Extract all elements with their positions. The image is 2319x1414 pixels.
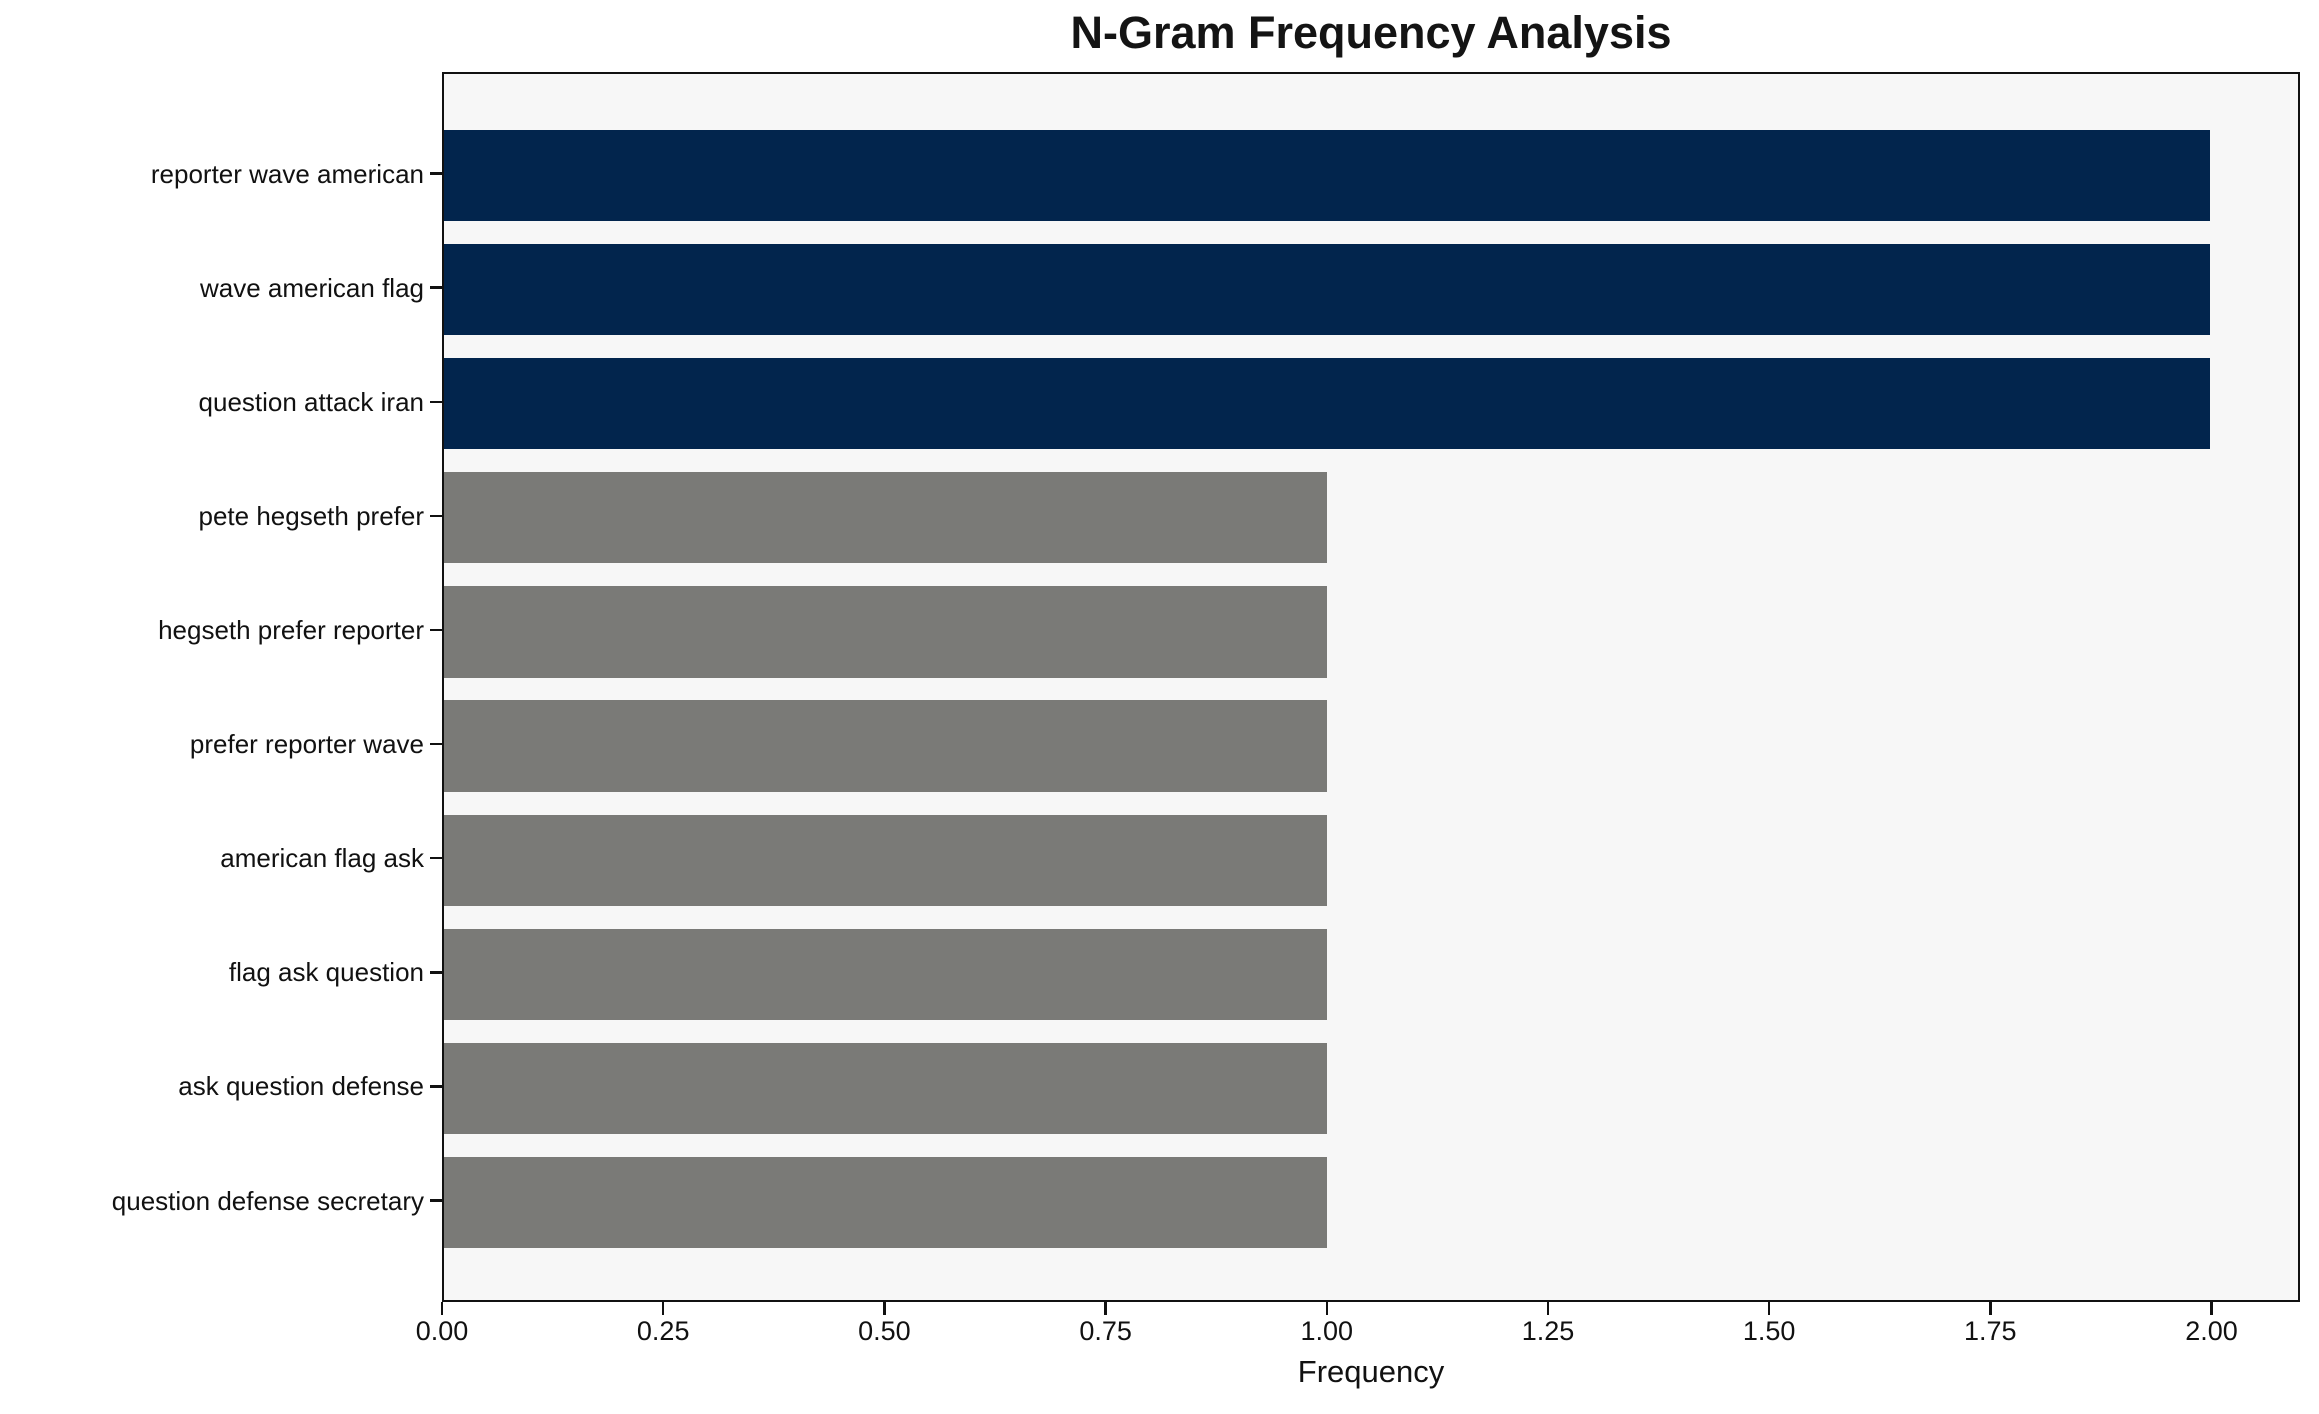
plot-area bbox=[442, 72, 2300, 1302]
y-axis-labels: reporter wave american wave american flag… bbox=[0, 72, 424, 1302]
y-tick-label: question defense secretary bbox=[111, 1185, 424, 1216]
y-tick-mark bbox=[430, 1085, 442, 1088]
x-axis-tick-labels: 0.00 0.25 0.50 0.75 1.00 1.25 1.50 1.75 2.00 bbox=[416, 1316, 2300, 1350]
x-tick-label: 1.75 bbox=[1964, 1316, 2017, 1346]
x-tick-label: 1.50 bbox=[1742, 1316, 1796, 1346]
chart-title: N-Gram Frequency Analysis bbox=[1070, 7, 1672, 58]
y-tick-label: flag ask question bbox=[228, 957, 424, 988]
y-tick-mark bbox=[430, 1199, 442, 1202]
x-tick-mark bbox=[883, 1302, 886, 1315]
y-tick-mark bbox=[430, 514, 442, 518]
x-tick-mark bbox=[1104, 1302, 1107, 1315]
bar-prefer-reporter-wave bbox=[444, 700, 1327, 792]
x-tick-label: 0.25 bbox=[636, 1316, 690, 1346]
y-tick-label: question attack iran bbox=[198, 386, 424, 417]
x-tick-mark bbox=[1989, 1302, 1992, 1315]
x-tick-label: 0.50 bbox=[858, 1316, 911, 1346]
x-tick-mark bbox=[1546, 1302, 1550, 1315]
y-axis-ticks bbox=[430, 72, 442, 1302]
y-tick-mark bbox=[430, 628, 442, 632]
x-axis-ticks bbox=[440, 1302, 2300, 1316]
bar-pete-hegseth-prefer bbox=[444, 472, 1327, 564]
y-tick-mark bbox=[430, 742, 442, 746]
bar-reporter-wave-american bbox=[444, 129, 2210, 222]
y-tick-mark bbox=[430, 400, 442, 403]
bar-ask-question-defense bbox=[444, 1042, 1327, 1134]
x-tick-label: 0.00 bbox=[415, 1316, 469, 1346]
y-tick-label: reporter wave american bbox=[150, 158, 424, 189]
y-tick-label: hegseth prefer reporter bbox=[158, 614, 424, 645]
x-tick-mark bbox=[661, 1302, 665, 1315]
x-axis-label: Frequency bbox=[1297, 1354, 1445, 1389]
y-tick-mark bbox=[430, 172, 442, 175]
bar-question-defense-secretary bbox=[444, 1156, 1327, 1249]
x-tick-label: 2.00 bbox=[2185, 1316, 2238, 1346]
x-tick-label: 0.75 bbox=[1079, 1316, 1132, 1346]
y-tick-mark bbox=[430, 286, 442, 289]
bar-american-flag-ask bbox=[444, 814, 1327, 906]
x-tick-mark bbox=[1767, 1302, 1771, 1315]
x-tick-mark bbox=[2210, 1302, 2213, 1315]
bar-flag-ask-question bbox=[444, 928, 1327, 1020]
y-tick-label: wave american flag bbox=[200, 272, 424, 303]
y-tick-label: american flag ask bbox=[220, 843, 424, 874]
y-tick-mark bbox=[430, 971, 442, 974]
bar-hegseth-prefer-reporter bbox=[444, 586, 1327, 678]
x-tick-mark bbox=[1325, 1302, 1328, 1315]
bar-wave-american-flag bbox=[444, 244, 2210, 336]
bar-question-attack-iran bbox=[444, 358, 2210, 450]
x-tick-mark bbox=[440, 1302, 444, 1315]
x-tick-label: 1.25 bbox=[1521, 1316, 1575, 1346]
y-tick-label: prefer reporter wave bbox=[189, 729, 424, 760]
y-tick-label: pete hegseth prefer bbox=[198, 500, 425, 531]
y-tick-mark bbox=[430, 856, 442, 860]
y-tick-label: ask question defense bbox=[178, 1071, 424, 1102]
x-tick-label: 1.00 bbox=[1300, 1316, 1354, 1346]
